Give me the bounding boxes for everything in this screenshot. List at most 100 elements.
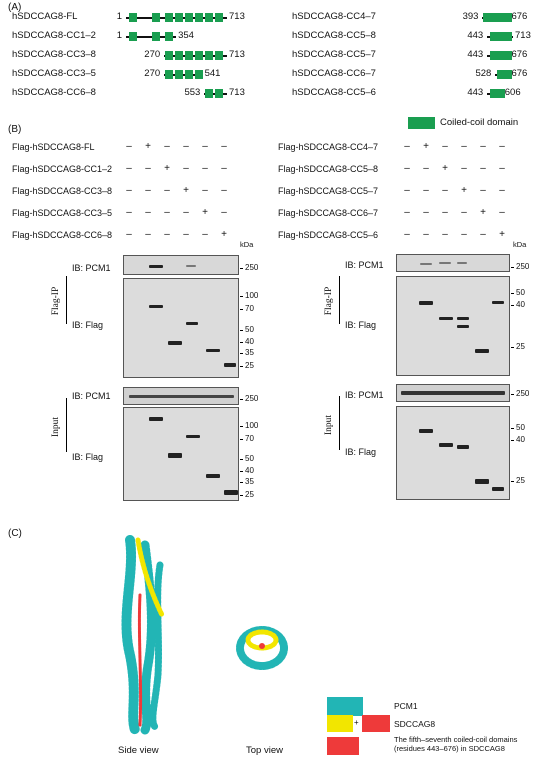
condition-sign: + bbox=[423, 141, 429, 152]
side-view-label: Side view bbox=[118, 745, 159, 756]
condition-label: Flag-hSDCCAG8-CC3–8 bbox=[12, 186, 113, 196]
right-input-ib-pcm1: IB: PCM1 bbox=[345, 390, 384, 400]
construct-end: 713 bbox=[229, 49, 245, 60]
condition-sign: – bbox=[442, 141, 448, 152]
marker-tick bbox=[240, 426, 243, 427]
coiled-coil-box bbox=[129, 32, 138, 41]
condition-sign: – bbox=[499, 163, 505, 174]
condition-sign: – bbox=[202, 141, 208, 152]
condition-sign: – bbox=[202, 163, 208, 174]
left-input-bracket bbox=[66, 398, 67, 452]
coiled-coil-box bbox=[165, 51, 174, 60]
condition-sign: – bbox=[499, 207, 505, 218]
coiled-coil-box bbox=[503, 13, 512, 22]
marker-label: 40 bbox=[245, 466, 254, 475]
right-input-ib-flag: IB: Flag bbox=[345, 447, 377, 457]
marker-tick bbox=[240, 399, 243, 400]
coiled-coil-box bbox=[204, 13, 213, 22]
construct-name: hSDCCAG8-CC3–8 bbox=[12, 49, 96, 60]
condition-sign: + bbox=[221, 229, 227, 240]
construct-end: 541 bbox=[204, 68, 221, 79]
condition-sign: – bbox=[499, 141, 505, 152]
condition-sign: – bbox=[442, 207, 448, 218]
coiled-coil-box bbox=[496, 51, 505, 60]
construct-end: 354 bbox=[178, 30, 194, 41]
left-ip-ib-pcm1: IB: PCM1 bbox=[72, 263, 111, 273]
coiled-coil-box bbox=[214, 13, 223, 22]
right-ip-ib-pcm1: IB: PCM1 bbox=[345, 260, 384, 270]
coiled-coil-box bbox=[174, 51, 183, 60]
construct-start: 528 bbox=[475, 68, 492, 79]
construct-start: 443 bbox=[467, 49, 484, 60]
coiled-coil-box bbox=[165, 13, 174, 22]
construct-start: 443 bbox=[467, 30, 484, 41]
marker-tick bbox=[240, 459, 243, 460]
marker-label: 50 bbox=[245, 454, 254, 463]
condition-sign: – bbox=[480, 163, 486, 174]
coiled-coil-box bbox=[174, 70, 183, 79]
marker-label: 50 bbox=[516, 423, 525, 432]
condition-sign: + bbox=[442, 163, 448, 174]
construct-start: 1 bbox=[116, 11, 122, 22]
construct-end: 676 bbox=[511, 11, 528, 22]
marker-label: 40 bbox=[245, 337, 254, 346]
coiled-coil-box bbox=[503, 70, 512, 79]
coiled-coil-box bbox=[194, 13, 203, 22]
condition-sign: + bbox=[145, 141, 151, 152]
coiled-coil-box bbox=[184, 70, 193, 79]
left-flag-ip-bracket bbox=[66, 276, 67, 324]
construct-name: hSDCCAG8-CC6–8 bbox=[12, 87, 96, 98]
construct-end: 676 bbox=[511, 49, 528, 60]
condition-sign: – bbox=[423, 229, 429, 240]
marker-tick bbox=[240, 309, 243, 310]
coiled-coil-box bbox=[152, 13, 161, 22]
coiled-coil-box bbox=[165, 32, 174, 41]
condition-sign: – bbox=[404, 229, 410, 240]
panel-b-label: (B) bbox=[8, 124, 22, 135]
condition-sign: – bbox=[183, 207, 189, 218]
coiled-coil-box bbox=[184, 51, 193, 60]
construct-start: 270 bbox=[144, 49, 161, 60]
condition-sign: – bbox=[461, 229, 467, 240]
right-ip-pcm1-blot bbox=[396, 254, 510, 272]
legend-pcm1-label: PCM1 bbox=[394, 701, 418, 711]
marker-label: 50 bbox=[245, 325, 254, 334]
coiled-coil-box bbox=[194, 51, 203, 60]
marker-tick bbox=[511, 481, 514, 482]
construct-start: 393 bbox=[462, 11, 479, 22]
condition-sign: – bbox=[202, 229, 208, 240]
marker-label: 100 bbox=[245, 291, 259, 300]
condition-sign: – bbox=[480, 229, 486, 240]
left-flag-ip-label: Flag-IP bbox=[51, 286, 61, 316]
construct-name: hSDCCAG8-CC4–7 bbox=[292, 11, 376, 22]
coiled-coil-box bbox=[489, 51, 498, 60]
condition-sign: – bbox=[164, 185, 170, 196]
marker-label: 70 bbox=[245, 434, 254, 443]
coiled-coil-box bbox=[214, 51, 223, 60]
right-flag-ip-label: Flag-IP bbox=[324, 286, 334, 316]
condition-sign: – bbox=[221, 185, 227, 196]
legend-cc57-label: The fifth–seventh coiled-coil domains (r… bbox=[394, 735, 518, 753]
condition-sign: – bbox=[126, 185, 132, 196]
condition-label: Flag-hSDCCAG8-CC6–7 bbox=[278, 208, 379, 218]
marker-tick bbox=[511, 293, 514, 294]
construct-start: 443 bbox=[467, 87, 484, 98]
condition-sign: – bbox=[183, 163, 189, 174]
marker-tick bbox=[240, 342, 243, 343]
condition-sign: – bbox=[221, 141, 227, 152]
construct-name: hSDCCAG8-CC3–5 bbox=[12, 68, 96, 79]
condition-sign: – bbox=[480, 141, 486, 152]
coiled-coil-box bbox=[489, 89, 498, 98]
coiled-coil-box bbox=[503, 32, 512, 41]
condition-label: Flag-hSDCCAG8-CC1–2 bbox=[12, 164, 113, 174]
condition-sign: – bbox=[404, 141, 410, 152]
right-ip-flag-blot bbox=[396, 276, 510, 376]
condition-sign: – bbox=[404, 207, 410, 218]
construct-end: 713 bbox=[229, 87, 245, 98]
right-input-pcm1-blot bbox=[396, 384, 510, 402]
coiled-coil-box bbox=[214, 89, 223, 98]
condition-sign: – bbox=[126, 229, 132, 240]
condition-label: Flag-hSDCCAG8-CC5–7 bbox=[278, 186, 379, 196]
construct-end: 606 bbox=[504, 87, 521, 98]
condition-sign: – bbox=[461, 141, 467, 152]
